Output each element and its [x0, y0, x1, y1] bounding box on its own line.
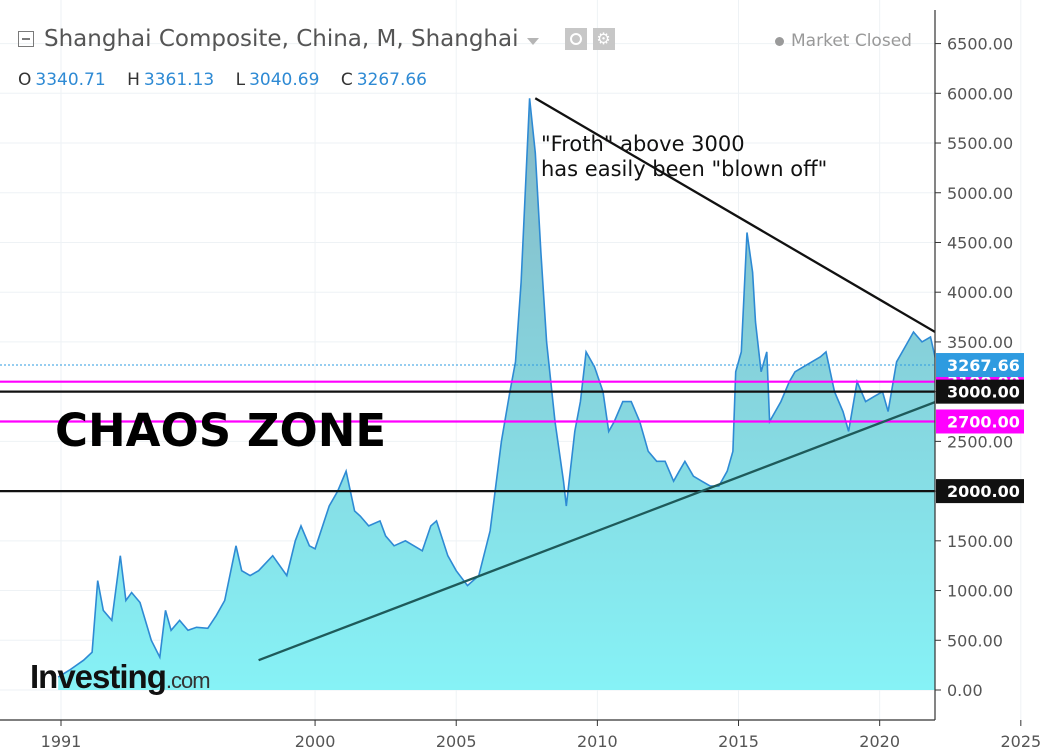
trendline-up: [258, 400, 935, 662]
chart-header: Shanghai Composite, China, M, Shanghai ⚙: [18, 26, 615, 52]
chevron-down-icon[interactable]: [526, 37, 539, 45]
svg-text:Investing.com: Investing.com: [30, 658, 210, 695]
time-tick-label: 2025: [1000, 732, 1041, 751]
price-tick-label: 500.00: [947, 631, 1003, 650]
high-value: 3361.13: [143, 70, 215, 90]
price-tick-label: 4000.00: [947, 283, 1013, 302]
price-tick-label: 6000.00: [947, 84, 1013, 103]
time-tick-label: 2020: [859, 732, 900, 751]
time-tick-label: 2000: [295, 732, 336, 751]
price-tick-label: 6500.00: [947, 35, 1013, 54]
high-key: H: [127, 70, 140, 90]
ohlc-values: O 3340.71 H 3361.13 L 3040.69 C 3267.66: [18, 70, 443, 90]
level-tag-3000: 3000.00: [936, 379, 1024, 404]
level-tag-2000: 2000.00: [936, 479, 1024, 504]
level-tag-bg: [936, 409, 1024, 434]
level-tag-label: 3000.00: [947, 383, 1020, 402]
chaos-zone-label: CHAOS ZONE: [55, 404, 386, 457]
area-layer: [57, 98, 935, 690]
level-tag-bg: [936, 479, 1024, 504]
settings-button[interactable]: ⚙: [592, 28, 615, 50]
investing-logo: Investing.com: [30, 658, 211, 695]
time-tick-label: 2010: [577, 732, 618, 751]
chart-title: Shanghai Composite, China, M, Shanghai: [44, 26, 519, 52]
price-tick-label: 5500.00: [947, 134, 1013, 153]
close-value: 3267.66: [356, 70, 428, 90]
low-value: 3040.69: [249, 70, 320, 90]
level-tag-label: 2700.00: [947, 412, 1020, 431]
level-tag-2700: 2700.00: [936, 409, 1024, 434]
froth-annotation-line2: has easily been "blown off": [541, 157, 827, 181]
price-tick-label: 1500.00: [947, 532, 1013, 551]
price-tick-label: 4500.00: [947, 233, 1013, 252]
price-tick-label: 1000.00: [947, 582, 1013, 601]
logo-brand: Investing: [30, 658, 166, 695]
visibility-button[interactable]: [564, 28, 587, 50]
price-area-fill: [58, 98, 935, 690]
time-axis[interactable]: 1991 2000 2005 2010 2015 2020 2025: [41, 720, 1042, 751]
gear-icon: ⚙: [596, 29, 611, 48]
price-tick-label: 5000.00: [947, 184, 1013, 203]
annotations: "Froth" above 3000 has easily been "blow…: [55, 132, 827, 457]
last-price-tag-label: 3267.66: [947, 356, 1020, 375]
last-price-tag: 3267.66: [936, 353, 1024, 378]
status-dot-icon: [775, 36, 784, 46]
price-line: [57, 98, 935, 678]
price-axis[interactable]: 0.00 500.00 1000.00 1500.00 2000.00 2500.00 30…: [935, 35, 1024, 700]
froth-annotation-line1: "Froth" above 3000: [541, 132, 745, 156]
collapse-icon[interactable]: [18, 31, 34, 47]
close-key: C: [340, 70, 353, 90]
market-status: Market Closed: [775, 31, 912, 51]
price-tick-label: 0.00: [947, 681, 983, 700]
trendline-down: [534, 97, 935, 334]
price-tick-label: 2500.00: [947, 432, 1013, 451]
time-tick-label: 2015: [718, 732, 759, 751]
level-tag-label: 2000.00: [947, 482, 1020, 501]
eye-icon: [569, 33, 582, 45]
logo-suffix: .com: [166, 668, 210, 693]
time-tick-label: 2005: [436, 732, 477, 751]
market-status-text: Market Closed: [791, 31, 912, 51]
last-price-tag-bg: [936, 353, 1024, 378]
lines-layer: [0, 97, 935, 662]
low-key: L: [235, 70, 246, 90]
open-value: 3340.71: [35, 70, 106, 90]
price-tick-label: 3500.00: [947, 333, 1013, 352]
time-tick-label: 1991: [41, 732, 82, 751]
open-key: O: [18, 70, 32, 90]
level-tag-bg: [936, 379, 1024, 404]
